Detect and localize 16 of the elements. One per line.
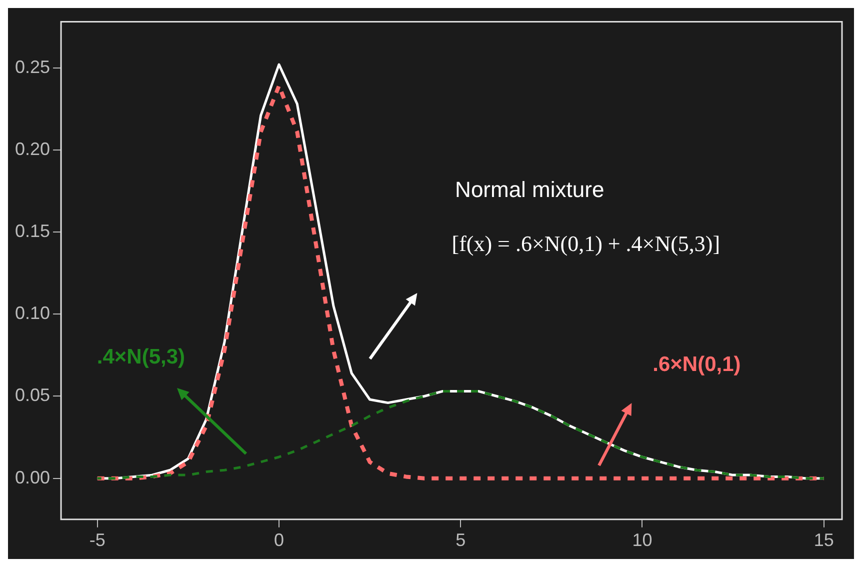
y-tick-label: 0.25 [14,56,50,77]
x-tick-label: 0 [274,530,284,550]
y-tick-label: 0.00 [14,467,50,488]
x-tick-label: -5 [89,530,106,550]
annotation: Normal mixture [455,177,604,202]
annotation: [f(x) = .6×N(0,1) + .4×N(5,3)] [452,230,720,256]
x-tick-label: 10 [632,530,652,550]
annotation: .6×N(0,1) [652,352,741,376]
annotation: .4×N(5,3) [96,345,186,368]
x-tick-label: 5 [456,530,466,550]
y-tick-label: 0.10 [14,303,50,324]
x-tick-label: 15 [814,530,834,550]
y-tick-label: 0.05 [14,385,50,406]
y-tick-label: 0.15 [14,220,50,241]
y-tick-label: 0.20 [14,138,50,159]
line-series [96,390,826,480]
